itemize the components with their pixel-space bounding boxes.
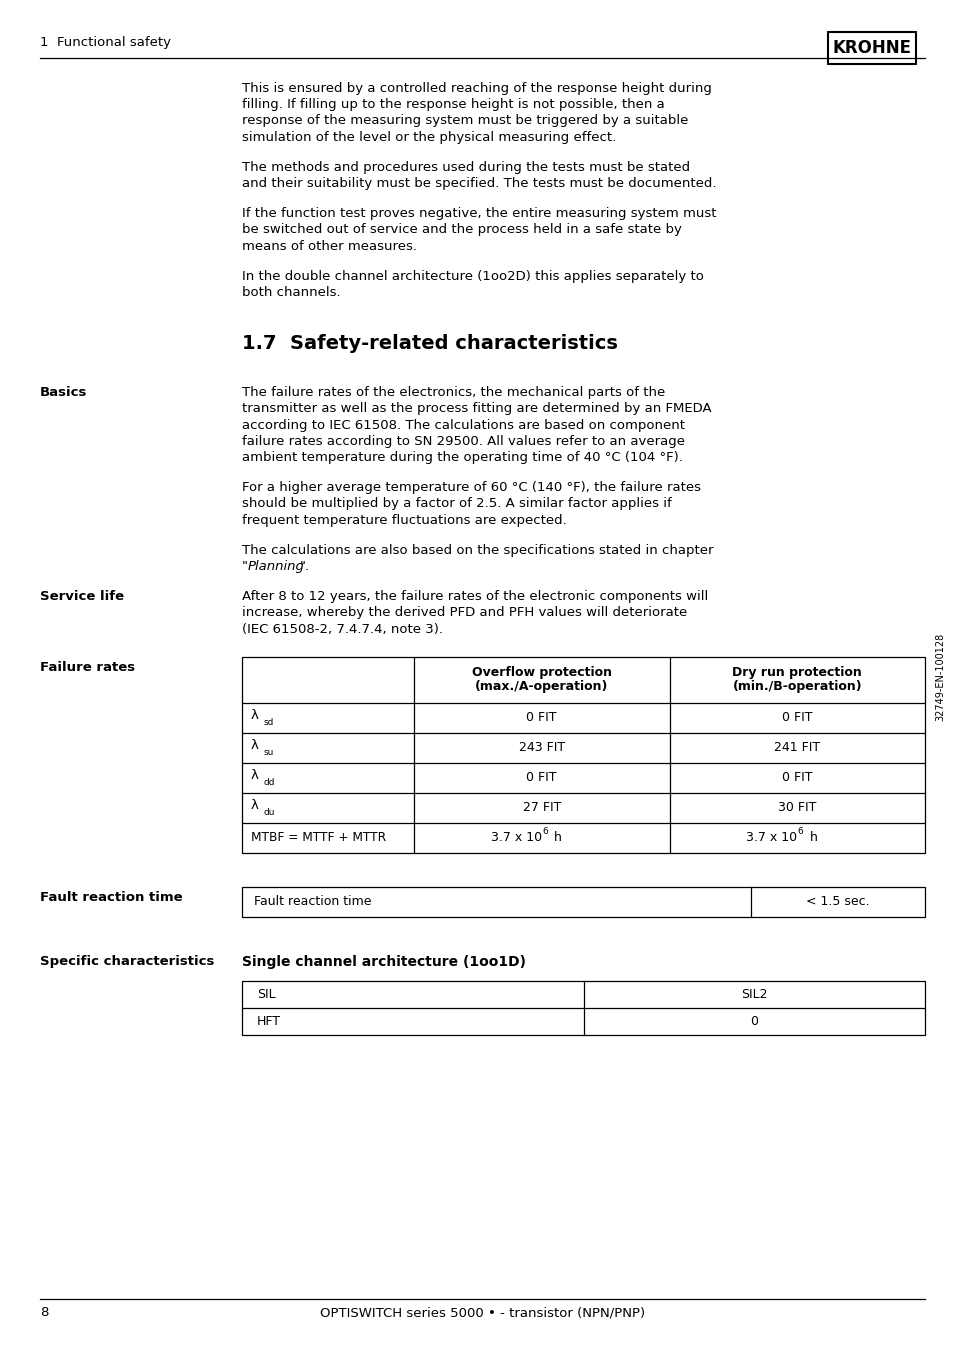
Text: HFT: HFT [256, 1014, 281, 1028]
Text: < 1.5 sec.: < 1.5 sec. [805, 895, 869, 909]
Text: h: h [550, 831, 561, 845]
Text: sd: sd [264, 718, 274, 727]
Text: Basics: Basics [40, 386, 88, 399]
Text: OPTISWITCH series 5000 • - transistor (NPN/PNP): OPTISWITCH series 5000 • - transistor (N… [319, 1307, 644, 1319]
Text: 1  Functional safety: 1 Functional safety [40, 37, 171, 49]
Text: failure rates according to SN 29500. All values refer to an average: failure rates according to SN 29500. All… [242, 435, 684, 448]
Text: 1.7  Safety-related characteristics: 1.7 Safety-related characteristics [242, 334, 618, 353]
Text: The failure rates of the electronics, the mechanical parts of the: The failure rates of the electronics, th… [242, 386, 664, 399]
Text: 0: 0 [749, 1014, 758, 1028]
Text: ambient temperature during the operating time of 40 °C (104 °F).: ambient temperature during the operating… [242, 451, 682, 464]
Text: (min./B-operation): (min./B-operation) [732, 680, 862, 693]
Text: (max./A-operation): (max./A-operation) [475, 680, 608, 693]
Text: and their suitability must be specified. The tests must be documented.: and their suitability must be specified.… [242, 177, 716, 190]
Text: λ: λ [251, 739, 258, 751]
Text: 3.7 x 10: 3.7 x 10 [490, 831, 541, 845]
Bar [242, 980, 924, 1034]
Text: 241 FIT: 241 FIT [774, 741, 820, 754]
Text: dd: dd [264, 777, 275, 787]
Text: This is ensured by a controlled reaching of the response height during: This is ensured by a controlled reaching… [242, 83, 711, 95]
Text: Failure rates: Failure rates [40, 661, 135, 674]
Text: 0 FIT: 0 FIT [526, 772, 557, 784]
Text: response of the measuring system must be triggered by a suitable: response of the measuring system must be… [242, 114, 688, 127]
Text: 0 FIT: 0 FIT [781, 772, 812, 784]
Text: increase, whereby the derived PFD and PFH values will deteriorate: increase, whereby the derived PFD and PF… [242, 607, 686, 619]
Text: SIL: SIL [256, 988, 275, 1001]
Text: The methods and procedures used during the tests must be stated: The methods and procedures used during t… [242, 161, 689, 173]
Text: λ: λ [251, 799, 258, 812]
Text: MTBF = MTTF + MTTR: MTBF = MTTF + MTTR [251, 831, 386, 845]
Text: be switched out of service and the process held in a safe state by: be switched out of service and the proce… [242, 223, 681, 237]
Text: frequent temperature fluctuations are expected.: frequent temperature fluctuations are ex… [242, 513, 566, 527]
Text: λ: λ [251, 708, 258, 722]
Text: simulation of the level or the physical measuring effect.: simulation of the level or the physical … [242, 130, 616, 144]
Bar [827, 32, 915, 64]
Text: Fault reaction time: Fault reaction time [40, 891, 182, 904]
Text: ".: ". [299, 561, 310, 573]
Text: 6: 6 [797, 827, 802, 835]
Bar [242, 657, 924, 853]
Text: h: h [805, 831, 817, 845]
Text: Specific characteristics: Specific characteristics [40, 955, 214, 968]
Text: Fault reaction time: Fault reaction time [253, 895, 371, 909]
Text: 8: 8 [40, 1307, 49, 1319]
Text: both channels.: both channels. [242, 286, 340, 299]
Text: 27 FIT: 27 FIT [522, 802, 560, 814]
Text: Single channel architecture (1oo1D): Single channel architecture (1oo1D) [242, 955, 525, 969]
Text: Service life: Service life [40, 590, 124, 603]
Text: du: du [264, 808, 275, 816]
Text: 3.7 x 10: 3.7 x 10 [745, 831, 797, 845]
Text: For a higher average temperature of 60 °C (140 °F), the failure rates: For a higher average temperature of 60 °… [242, 481, 700, 494]
Text: filling. If filling up to the response height is not possible, then a: filling. If filling up to the response h… [242, 99, 664, 111]
Text: su: su [264, 747, 274, 757]
Text: SIL2: SIL2 [740, 988, 767, 1001]
Text: 32749-EN-100128: 32749-EN-100128 [934, 632, 944, 722]
Text: KROHNE: KROHNE [832, 39, 910, 57]
Text: After 8 to 12 years, the failure rates of the electronic components will: After 8 to 12 years, the failure rates o… [242, 590, 707, 603]
Text: 30 FIT: 30 FIT [778, 802, 816, 814]
Text: 6: 6 [541, 827, 547, 835]
Text: 243 FIT: 243 FIT [518, 741, 564, 754]
Text: should be multiplied by a factor of 2.5. A similar factor applies if: should be multiplied by a factor of 2.5.… [242, 497, 671, 510]
Text: Planning: Planning [248, 561, 305, 573]
Text: λ: λ [251, 769, 258, 781]
Text: 0 FIT: 0 FIT [526, 711, 557, 724]
Text: In the double channel architecture (1oo2D) this applies separately to: In the double channel architecture (1oo2… [242, 269, 703, 283]
Text: Dry run protection: Dry run protection [732, 666, 862, 680]
Text: according to IEC 61508. The calculations are based on component: according to IEC 61508. The calculations… [242, 418, 684, 432]
Text: transmitter as well as the process fitting are determined by an FMEDA: transmitter as well as the process fitti… [242, 402, 711, 416]
Text: The calculations are also based on the specifications stated in chapter: The calculations are also based on the s… [242, 544, 713, 556]
Text: ": " [242, 561, 248, 573]
Text: Overflow protection: Overflow protection [471, 666, 611, 680]
Text: 0 FIT: 0 FIT [781, 711, 812, 724]
Text: If the function test proves negative, the entire measuring system must: If the function test proves negative, th… [242, 207, 716, 221]
Text: (IEC 61508-2, 7.4.7.4, note 3).: (IEC 61508-2, 7.4.7.4, note 3). [242, 623, 442, 635]
Text: means of other measures.: means of other measures. [242, 240, 416, 253]
Bar [242, 887, 924, 917]
